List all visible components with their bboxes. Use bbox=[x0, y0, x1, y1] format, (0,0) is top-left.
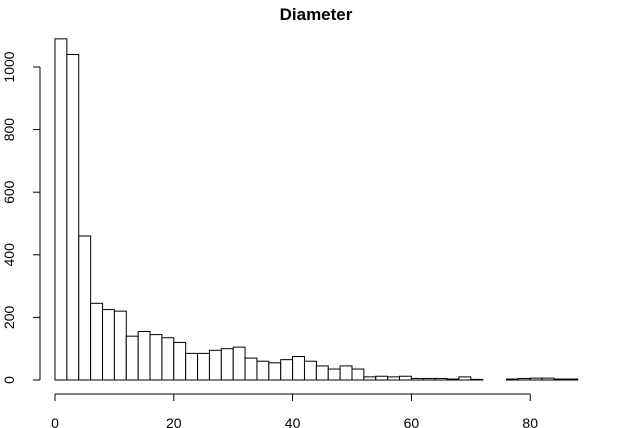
x-tick-label: 20 bbox=[166, 415, 182, 428]
histogram-bar bbox=[125, 335, 139, 381]
histogram-bar bbox=[185, 352, 199, 381]
histogram-bar bbox=[327, 368, 341, 381]
y-tick-label: 400 bbox=[1, 243, 17, 267]
histogram-bar bbox=[292, 356, 305, 381]
y-tick-label: 1000 bbox=[1, 51, 17, 82]
histogram-bar bbox=[197, 352, 210, 381]
histogram-bar bbox=[232, 346, 246, 381]
histogram-bar bbox=[541, 377, 555, 381]
x-tick-label: 0 bbox=[51, 415, 59, 428]
histogram-bar bbox=[220, 348, 234, 381]
histogram-bar bbox=[78, 235, 92, 381]
histogram-bar bbox=[102, 309, 115, 381]
x-tick-label: 40 bbox=[285, 415, 301, 428]
chart-title: Diameter bbox=[280, 5, 353, 24]
y-axis: 0 200 400 600 800 1000 bbox=[1, 51, 41, 384]
histogram-bar bbox=[137, 330, 151, 381]
histogram-bar bbox=[565, 378, 579, 381]
y-tick-label: 800 bbox=[1, 118, 17, 142]
histogram-bar bbox=[280, 359, 294, 381]
y-tick-label: 200 bbox=[1, 306, 17, 330]
histogram-bar bbox=[149, 334, 163, 381]
histogram-bar bbox=[351, 368, 365, 381]
histogram-bar bbox=[363, 376, 377, 381]
histogram-bar bbox=[553, 378, 567, 381]
histogram-bar bbox=[410, 377, 424, 381]
histogram-bar bbox=[90, 302, 104, 381]
x-tick-label: 60 bbox=[404, 415, 420, 428]
histogram-bar bbox=[315, 365, 329, 381]
histogram-bar bbox=[434, 377, 448, 381]
x-axis: 0 20 40 60 80 bbox=[51, 393, 538, 428]
histogram-bar bbox=[339, 365, 353, 381]
histogram-bar bbox=[517, 377, 531, 381]
histogram-bar bbox=[529, 377, 543, 381]
histogram-bar bbox=[268, 362, 282, 381]
histogram-bar bbox=[470, 378, 484, 381]
histogram-bar bbox=[113, 310, 127, 381]
histogram-bar bbox=[399, 375, 412, 381]
y-tick-label: 0 bbox=[1, 376, 17, 384]
histogram-bar bbox=[161, 337, 175, 381]
histogram-bar bbox=[173, 341, 187, 381]
histogram-bar bbox=[458, 376, 472, 381]
histogram-bar bbox=[387, 376, 401, 381]
x-tick-label: 80 bbox=[522, 415, 538, 428]
y-tick-label: 600 bbox=[1, 180, 17, 204]
histogram-bar bbox=[303, 360, 317, 381]
histogram-bar bbox=[375, 375, 389, 381]
histogram-bar bbox=[422, 377, 436, 381]
histogram-bar bbox=[505, 378, 519, 381]
bars-group bbox=[54, 38, 579, 381]
histogram-bar bbox=[446, 378, 460, 381]
histogram-bar bbox=[208, 349, 222, 381]
histogram-bar bbox=[66, 53, 80, 381]
histogram-bar bbox=[256, 360, 270, 381]
histogram-bar bbox=[244, 357, 258, 381]
histogram-bar bbox=[54, 38, 68, 381]
